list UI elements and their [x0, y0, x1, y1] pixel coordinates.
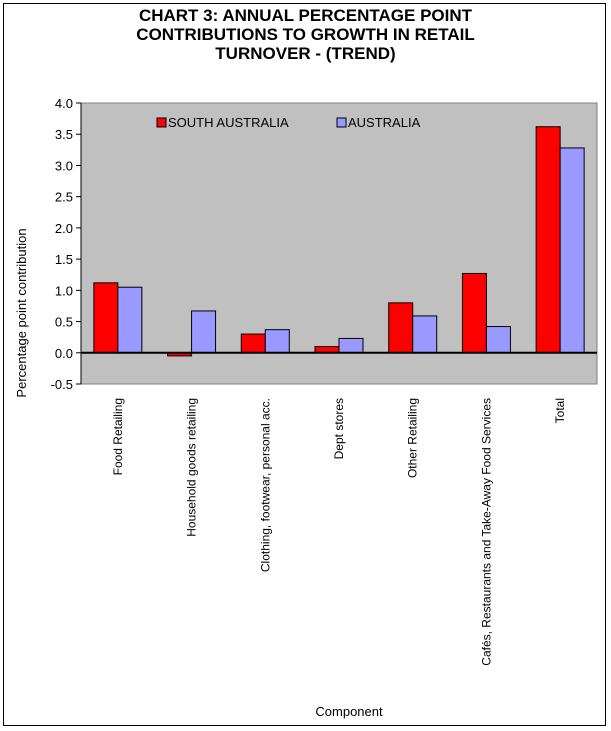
- bar-australia-5: [485, 326, 511, 354]
- bar-australia-0: [117, 286, 143, 354]
- x-category-label-4: Other Retailing: [406, 398, 420, 478]
- x-category-label-0: Food Retailing: [111, 398, 125, 475]
- y-tick-label: 1.5: [55, 252, 73, 267]
- y-axis: 4.0 3.5 3.0 2.5 2.0 1.5 1.0 0.5 0.0 -0.5: [51, 96, 82, 392]
- x-category-label-1: Household goods retailing: [185, 398, 199, 537]
- x-axis-title: Component: [315, 704, 383, 719]
- x-category-label-6: Total: [553, 398, 567, 423]
- y-tick-label: 3.0: [55, 158, 73, 173]
- bar-australia-3: [338, 337, 364, 354]
- bar-australia-1: [191, 310, 217, 354]
- y-tick-label: 1.0: [55, 283, 73, 298]
- legend-label-australia: AUSTRALIA: [348, 115, 421, 130]
- y-axis-title: Percentage point contribution: [14, 228, 29, 397]
- x-axis-categories: Food Retailing Household goods retailing C…: [111, 398, 567, 666]
- legend-swatch-australia: [336, 117, 347, 128]
- bar-australia-2: [264, 329, 290, 354]
- bar-south-australia-4: [388, 302, 414, 354]
- y-tick-label: -0.5: [51, 377, 73, 392]
- legend: SOUTH AUSTRALIA AUSTRALIA: [156, 115, 421, 130]
- y-tick-label: 3.5: [55, 127, 73, 142]
- bar-south-australia-6: [535, 126, 561, 354]
- x-category-label-2: Clothing, footwear, personal acc.: [258, 398, 272, 572]
- bar-australia-4: [412, 315, 438, 354]
- x-category-label-3: Dept stores: [332, 398, 346, 459]
- y-tick-label: 0.5: [55, 315, 73, 330]
- bars-group: [81, 126, 597, 357]
- legend-label-south-australia: SOUTH AUSTRALIA: [168, 115, 289, 130]
- legend-swatch-south-australia: [156, 117, 167, 128]
- y-tick-label: 0.0: [55, 346, 73, 361]
- bar-south-australia-0: [93, 282, 119, 354]
- bar-south-australia-5: [461, 272, 487, 354]
- chart-title-line-2: CONTRIBUTIONS TO GROWTH IN RETAIL: [136, 25, 475, 44]
- y-tick-label: 2.5: [55, 190, 73, 205]
- chart-title: CHART 3: ANNUAL PERCENTAGE POINT CONTRIB…: [0, 6, 611, 63]
- bar-south-australia-2: [240, 333, 266, 354]
- chart-title-line-1: CHART 3: ANNUAL PERCENTAGE POINT: [138, 6, 473, 25]
- y-tick-label: 4.0: [55, 96, 73, 111]
- y-tick-label: 2.0: [55, 221, 73, 236]
- x-category-label-5: Cafés, Restaurants and Take-Away Food Se…: [479, 398, 493, 666]
- chart-title-line-3: TURNOVER - (TREND): [215, 44, 396, 63]
- bar-australia-6: [559, 147, 585, 354]
